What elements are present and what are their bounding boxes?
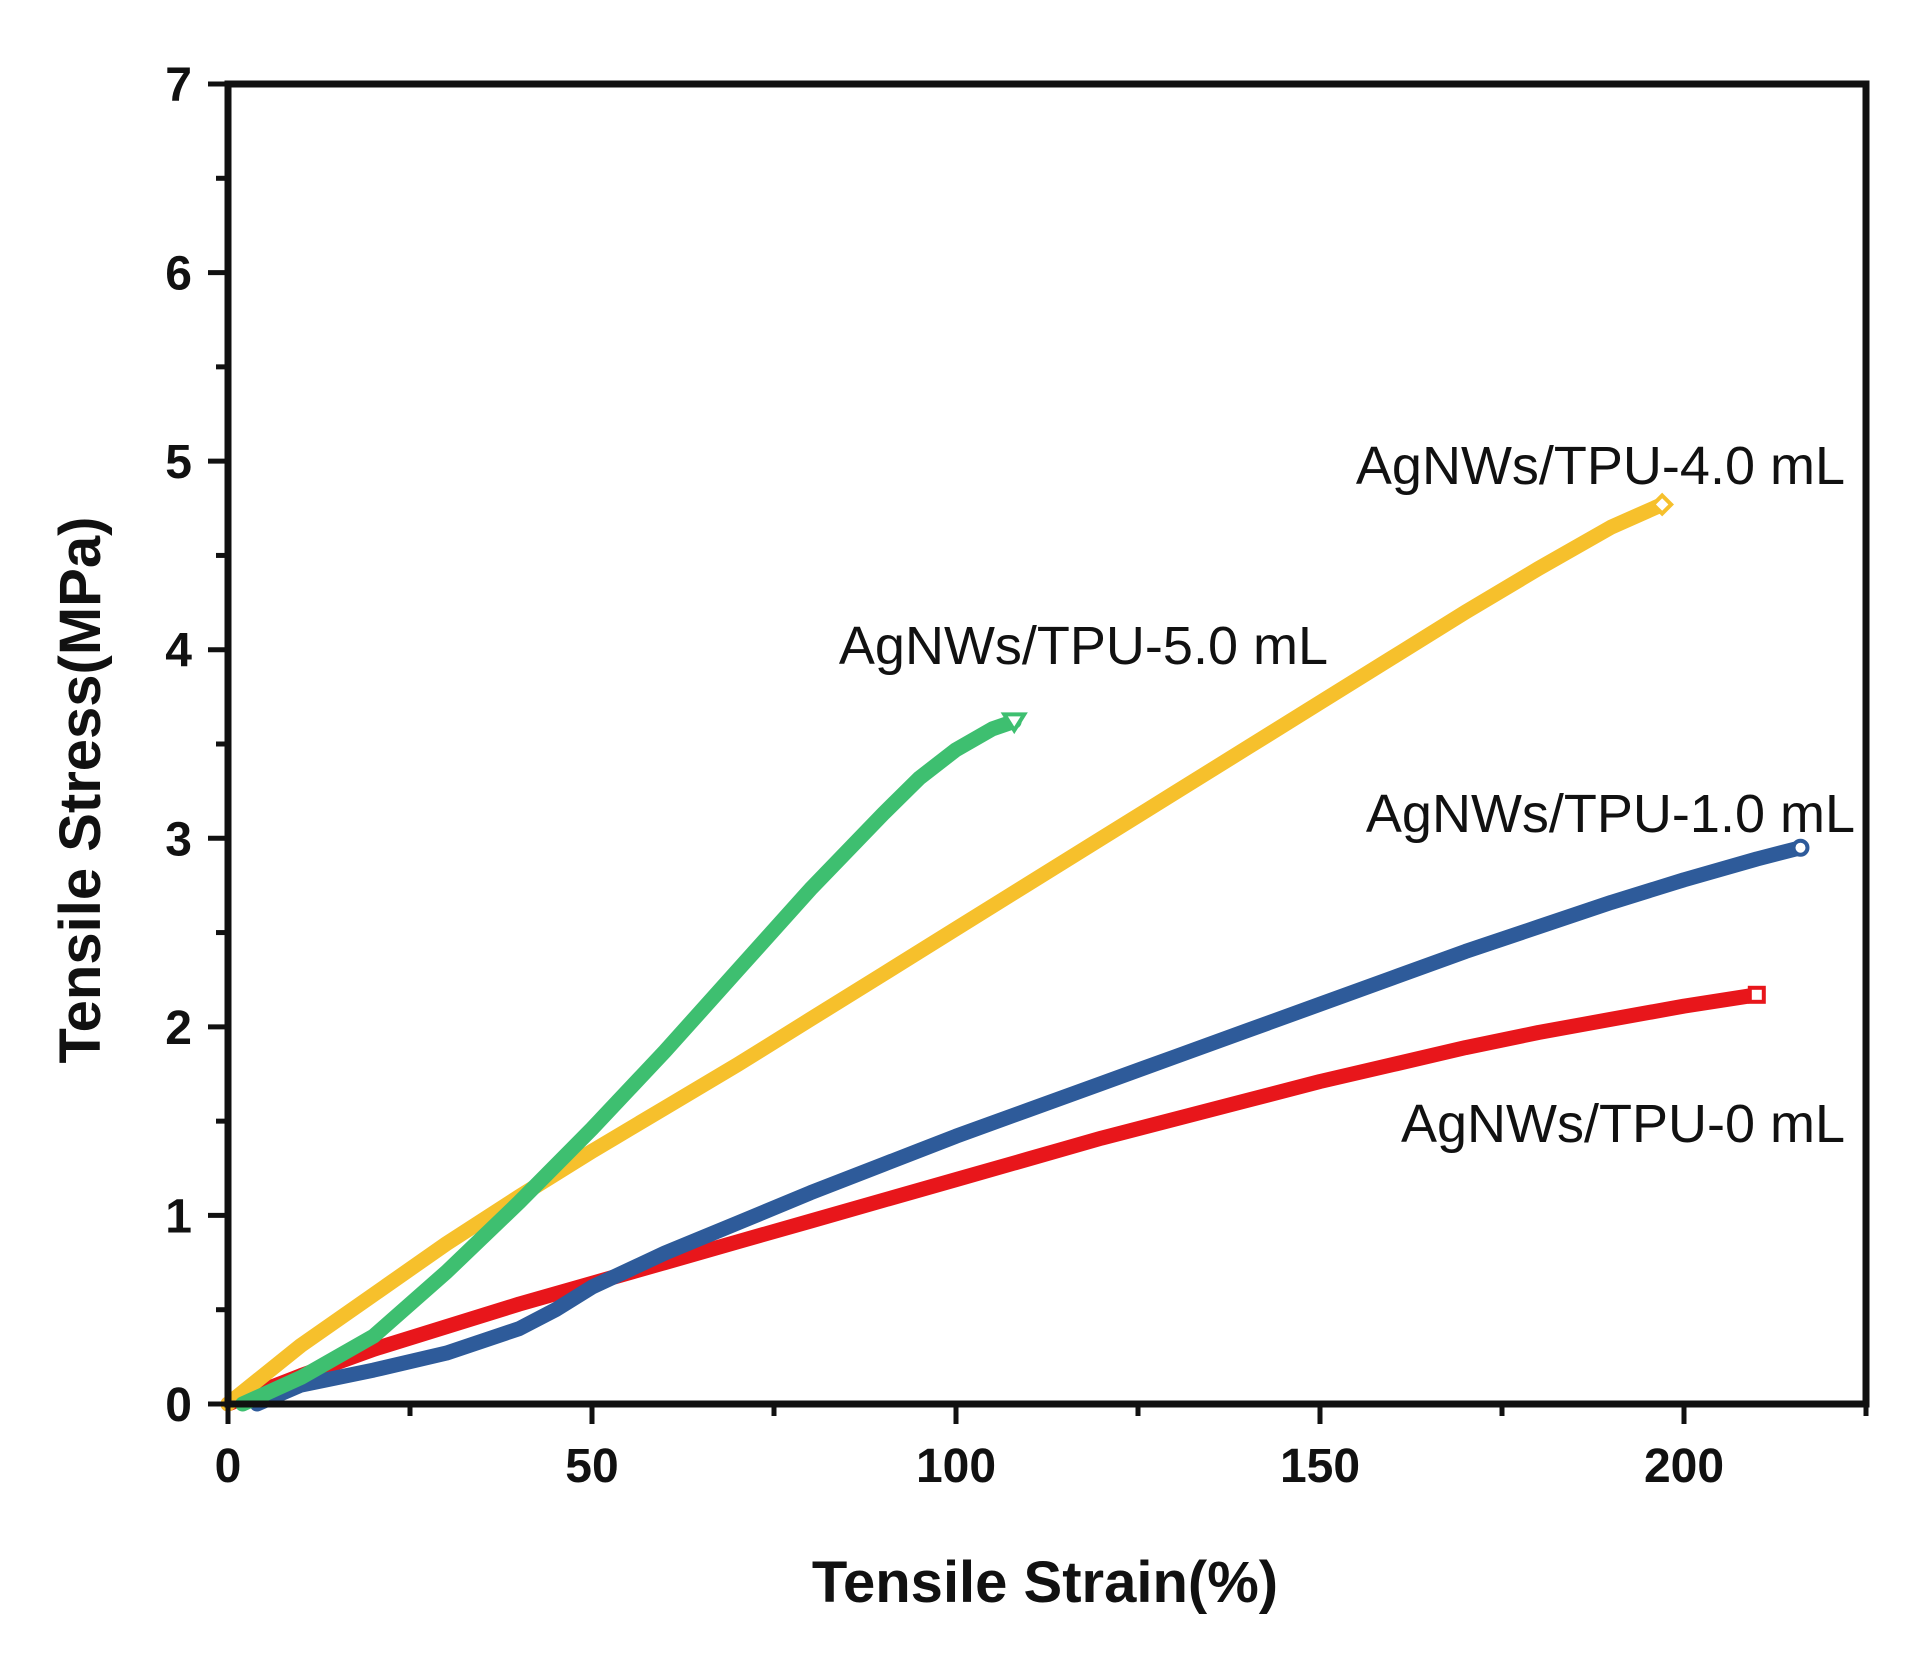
y-tick-label: 1 — [165, 1190, 192, 1243]
y-axis-title: Tensile Stress(MPa) — [48, 517, 113, 1064]
series-label-3: AgNWs/TPU-5.0 mL — [839, 616, 1328, 676]
y-tick-label: 6 — [165, 248, 192, 301]
series-label-1: AgNWs/TPU-1.0 mL — [1366, 784, 1855, 844]
series-layer — [220, 492, 1810, 1412]
x-tick-label: 50 — [565, 1440, 618, 1493]
x-tick-label: 100 — [916, 1440, 996, 1493]
x-axis-title: Tensile Strain(%) — [812, 1550, 1278, 1615]
y-tick-label: 7 — [165, 59, 192, 112]
series-line-1 — [249, 840, 1808, 1412]
y-tick-label: 2 — [165, 1002, 192, 1055]
x-tick-label: 200 — [1644, 1440, 1724, 1493]
axes-layer — [224, 80, 1870, 1408]
y-tick-label: 4 — [165, 625, 192, 678]
x-tick-label: 150 — [1280, 1440, 1360, 1493]
series-end-marker-2 — [1650, 492, 1674, 517]
series-labels: AgNWs/TPU-0 mL AgNWs/TPU-1.0 mL AgNWs/TPU-… — [839, 436, 1855, 1154]
y-tick-label: 0 — [165, 1379, 192, 1432]
series-line-3 — [235, 713, 1022, 1412]
series-end-marker-0 — [1747, 985, 1766, 1004]
ticks-layer: 0 50 100 150 200 0 1 2 3 4 5 6 7 — [165, 59, 1869, 1493]
plot-frame — [224, 80, 1870, 1408]
series-line-0 — [220, 987, 1765, 1412]
series-line-2 — [220, 497, 1670, 1412]
series-end-marker-3 — [1000, 712, 1028, 735]
x-tick-label: 0 — [215, 1440, 242, 1493]
series-label-2: AgNWs/TPU-4.0 mL — [1356, 436, 1845, 496]
series-end-marker-1 — [1791, 838, 1810, 857]
series-label-0: AgNWs/TPU-0 mL — [1401, 1094, 1845, 1154]
y-tick-label: 3 — [165, 813, 192, 866]
y-tick-label: 5 — [165, 436, 192, 489]
